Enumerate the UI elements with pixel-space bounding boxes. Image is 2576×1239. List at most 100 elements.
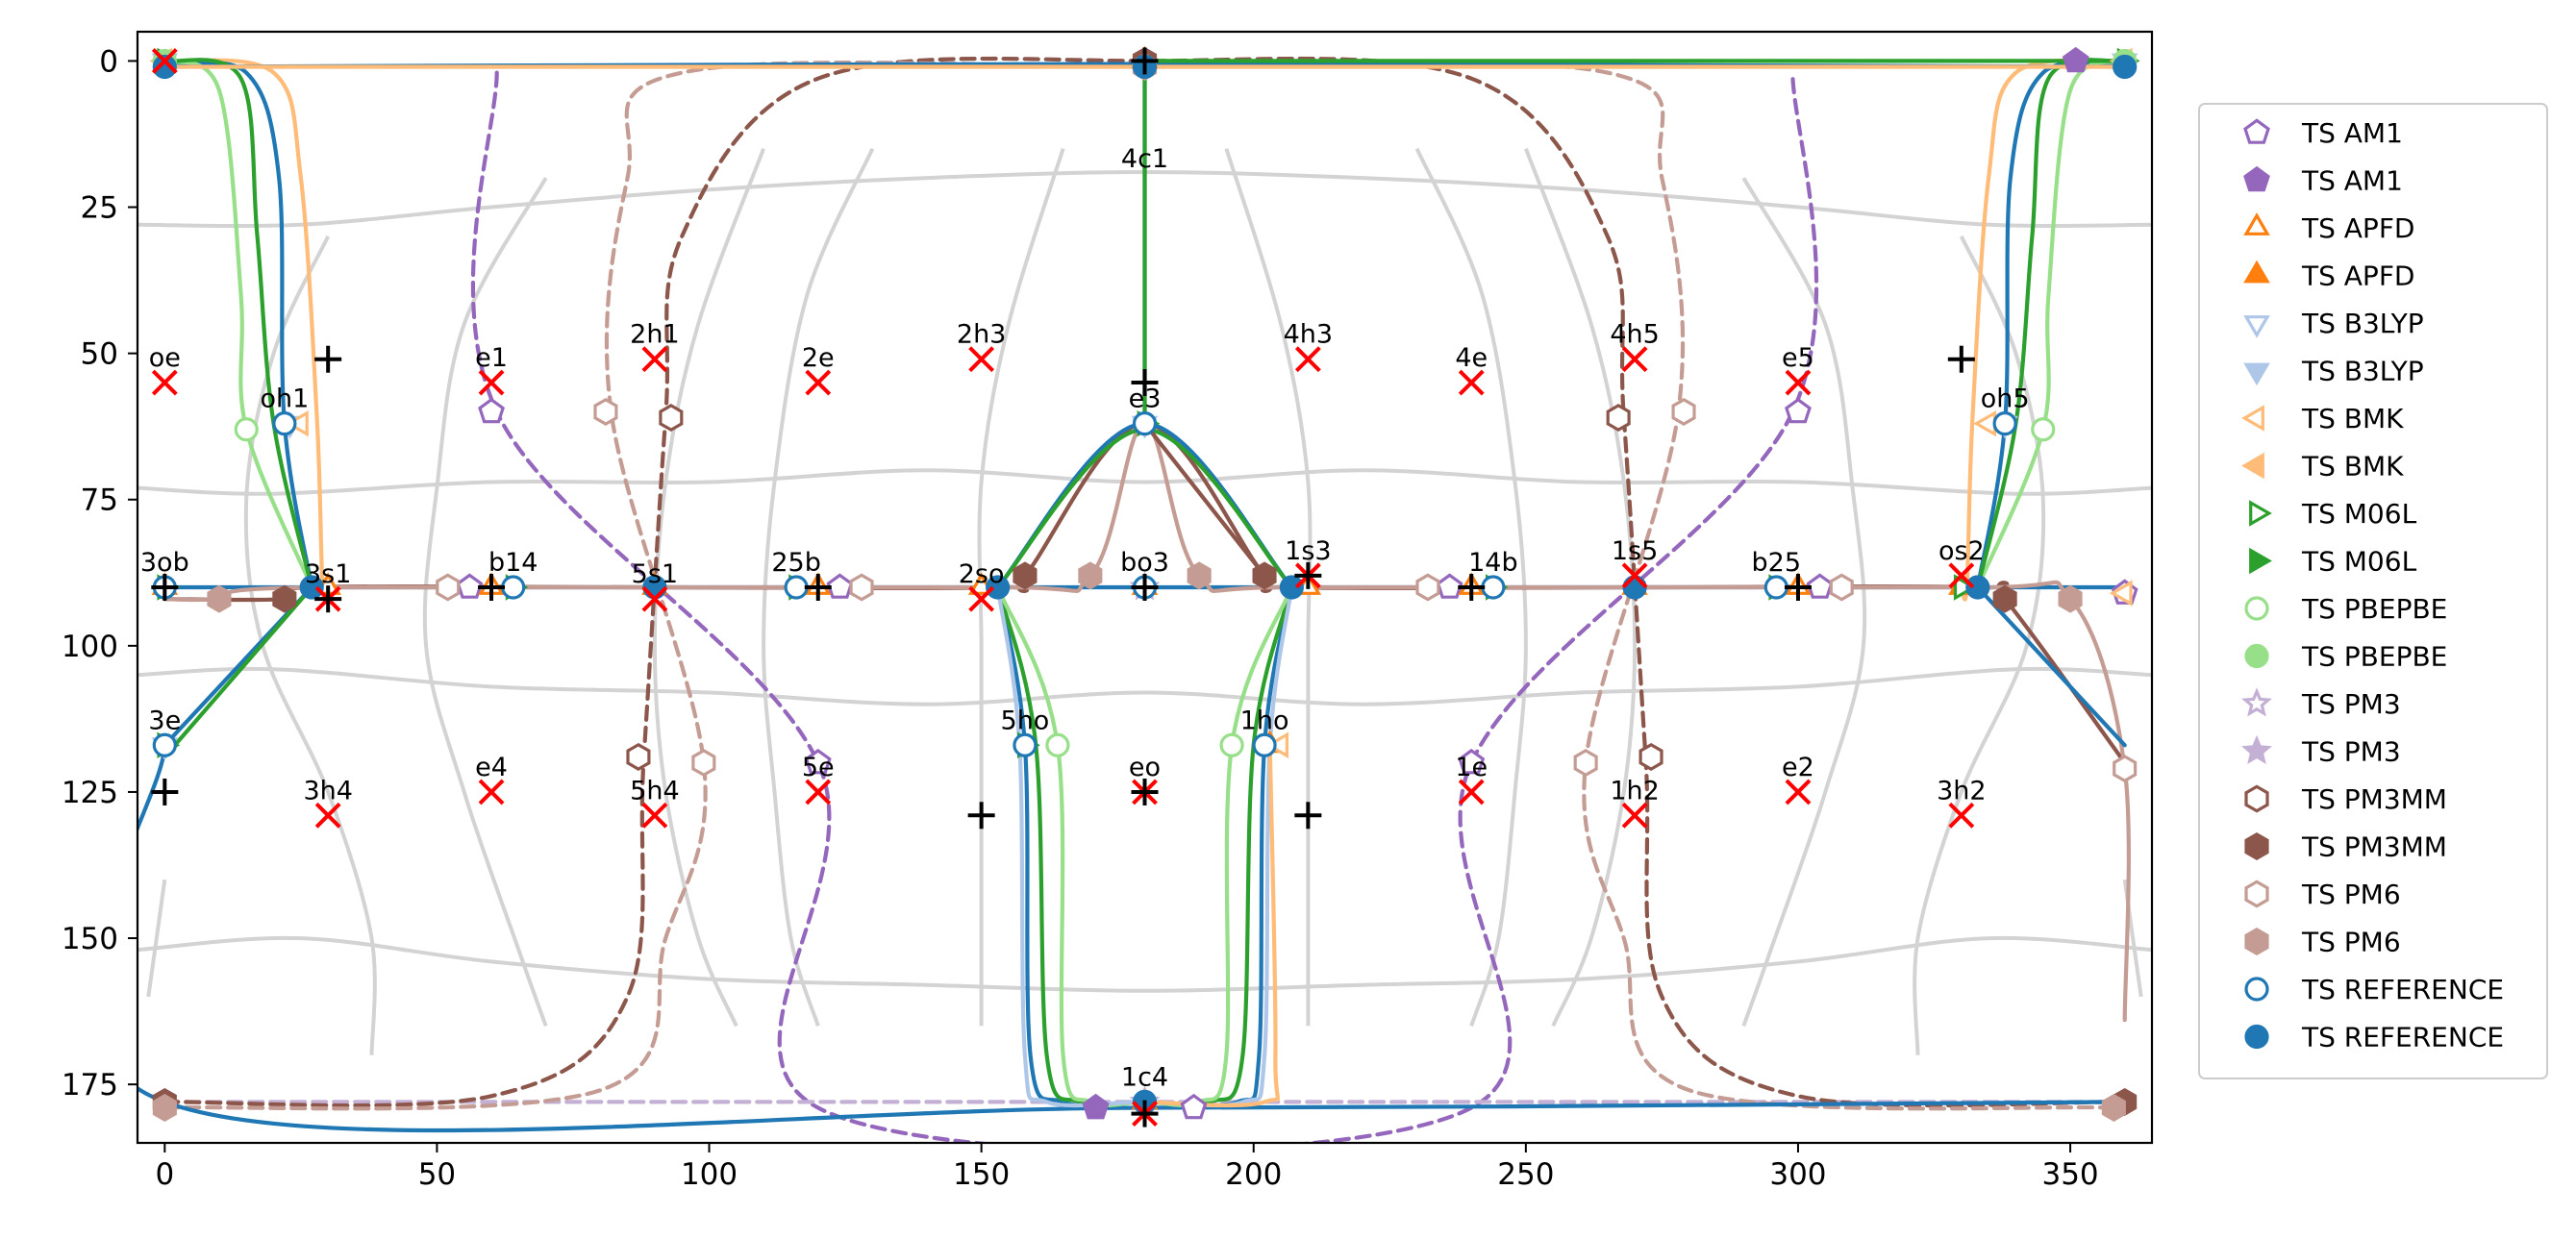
- point-label: os2: [1938, 536, 1985, 566]
- legend-marker: [2243, 315, 2270, 338]
- point-label: 3e: [148, 706, 181, 735]
- series-point: [1806, 573, 1834, 599]
- background-curve: [762, 147, 875, 1027]
- legend-marker: [2241, 452, 2264, 480]
- point-label: b14: [488, 548, 538, 578]
- legend-label: TS BMK: [2301, 451, 2404, 483]
- point-label: 5e: [802, 753, 835, 782]
- red-x-marker: [1948, 562, 1975, 589]
- red-x-marker: [1785, 369, 1812, 396]
- red-x-marker: [805, 779, 832, 805]
- series-point: [1013, 732, 1038, 757]
- series-point: [1082, 1093, 1110, 1120]
- point-label: 3h2: [1937, 776, 1986, 805]
- series-point: [1013, 561, 1038, 590]
- point-label: e5: [1782, 343, 1814, 373]
- legend-marker: [2241, 687, 2272, 717]
- red-x-stroke: [1458, 369, 1485, 396]
- y-tick-label: 100: [62, 630, 118, 664]
- background-curve: [1913, 235, 2046, 1055]
- point-label: 3h4: [303, 776, 352, 805]
- black-plus-marker: [1294, 561, 1322, 589]
- red-x-stroke: [1621, 802, 1648, 829]
- legend-label: TS REFERENCE: [2301, 1022, 2504, 1053]
- series-point: [1606, 404, 1631, 433]
- black-plus-marker: [151, 778, 179, 805]
- point-label: 3s1: [305, 559, 351, 589]
- red-x-marker: [314, 802, 341, 829]
- series-point: [152, 732, 177, 757]
- series-point: [1622, 575, 1647, 600]
- series-line: [1142, 421, 1267, 578]
- red-x-marker: [1458, 779, 1485, 805]
- point-label: 2h3: [957, 320, 1006, 350]
- background-curve: [2122, 879, 2143, 998]
- red-x-stroke: [1294, 346, 1321, 373]
- series-point: [849, 573, 874, 602]
- y-tick-label: 125: [62, 776, 118, 810]
- y-tick-label: 150: [62, 922, 118, 956]
- series-point: [659, 404, 684, 433]
- series-point: [1458, 748, 1486, 775]
- series-point: [478, 397, 505, 424]
- legend-label: TS APFD: [2301, 260, 2414, 292]
- series-line: [163, 59, 314, 590]
- legend-marker: [2243, 260, 2270, 284]
- background-curve: [652, 148, 765, 1028]
- red-x-stroke: [641, 346, 668, 373]
- series-point: [2031, 417, 2056, 442]
- series-point: [234, 417, 259, 442]
- black-plus-marker: [1131, 574, 1159, 601]
- legend-marker: [2249, 500, 2272, 527]
- series-point: [1763, 575, 1788, 600]
- series-point: [207, 584, 232, 613]
- background-curve: [1524, 148, 1638, 1028]
- series-point: [1829, 573, 1854, 602]
- y-tick-label: 75: [81, 483, 118, 518]
- series-point: [2062, 46, 2089, 73]
- black-plus-marker: [314, 585, 342, 613]
- red-x-marker: [1621, 346, 1648, 373]
- legend-marker: [2244, 977, 2269, 1002]
- series-point: [1785, 397, 1812, 424]
- legend-label: TS PBEPBE: [2301, 641, 2447, 673]
- plot-frame: [136, 30, 2154, 1145]
- point-label: 1s5: [1612, 536, 1658, 566]
- red-x-stroke: [1621, 346, 1648, 373]
- red-x-stroke: [641, 585, 668, 612]
- red-x-stroke: [1785, 779, 1812, 805]
- legend-label: TS AM1: [2301, 117, 2403, 149]
- background-curves: [138, 147, 2152, 1055]
- legend-label: TS PM3MM: [2301, 831, 2447, 863]
- series-point: [285, 409, 309, 437]
- black-plus-marker: [1458, 574, 1486, 601]
- legend-label: TS M06L: [2301, 498, 2417, 530]
- point-label: 1s3: [1285, 536, 1331, 566]
- point-label: oh1: [260, 384, 309, 414]
- series-point: [436, 573, 461, 602]
- y-tick-label: 25: [81, 191, 118, 226]
- series-line: [138, 743, 2127, 1133]
- legend-marker: [2243, 212, 2270, 235]
- series-point: [152, 54, 177, 80]
- black-plus-marker: [804, 574, 832, 601]
- point-label: 2h1: [630, 320, 679, 350]
- legend-marker: [2244, 880, 2269, 908]
- x-tick-label: 0: [155, 1157, 174, 1192]
- series-point: [272, 411, 297, 436]
- series-line: [1975, 584, 2127, 748]
- series-point: [272, 584, 297, 613]
- legend-marker: [2241, 734, 2272, 765]
- legend-label: TS B3LYP: [2301, 308, 2424, 339]
- background-curve: [1741, 177, 1867, 1027]
- series-point: [626, 742, 651, 771]
- point-label: e4: [475, 753, 508, 782]
- red-x-marker: [151, 48, 178, 74]
- series-line: [1142, 743, 1280, 1108]
- red-x-stroke: [478, 369, 505, 396]
- series-point: [1638, 742, 1663, 771]
- series-markers: [149, 45, 2140, 1122]
- red-x-marker: [968, 585, 995, 612]
- red-x-stroke: [1458, 779, 1485, 805]
- red-x-stroke: [1621, 562, 1648, 589]
